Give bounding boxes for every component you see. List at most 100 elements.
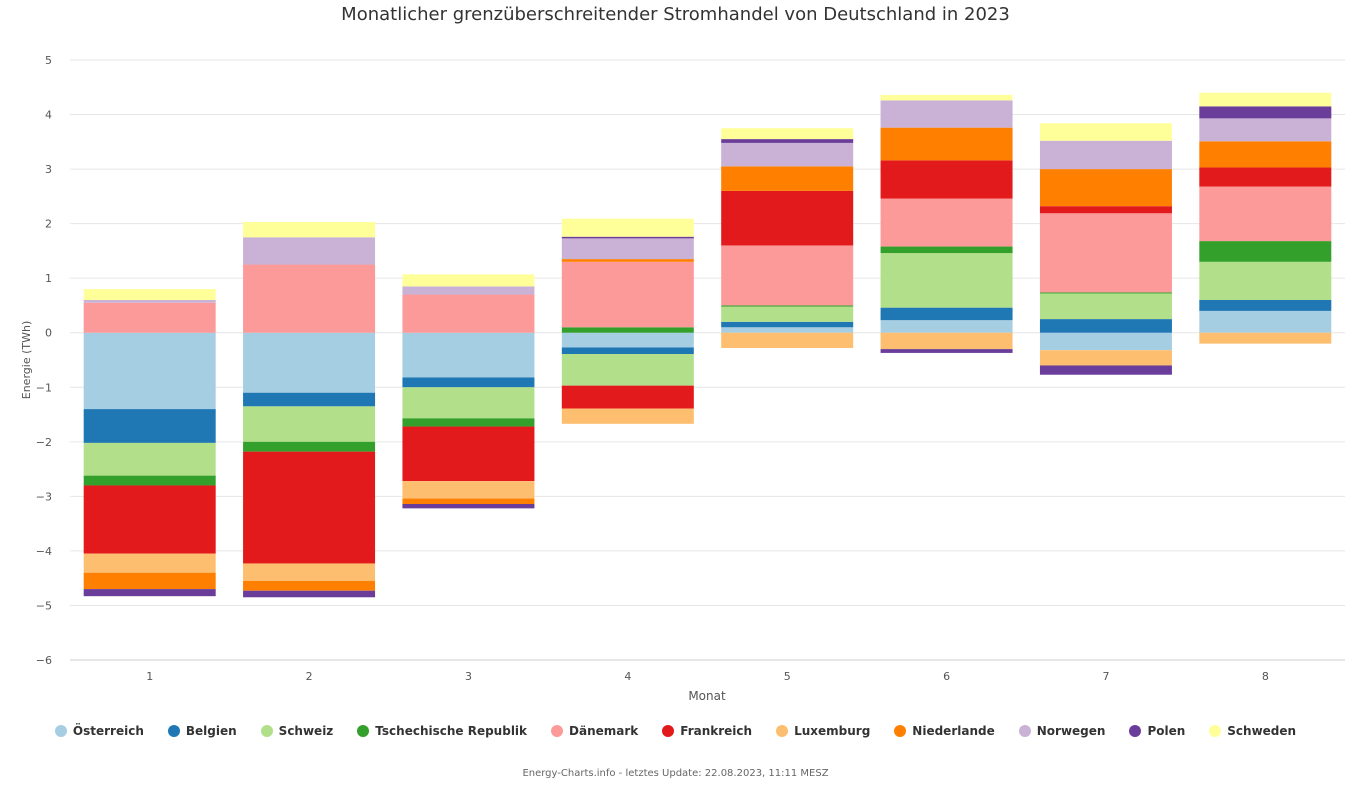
legend-item[interactable]: Frankreich [662, 724, 752, 738]
bar-segment[interactable]: Niederlande: -0.1 [402, 498, 535, 504]
legend-item[interactable]: Tschechische Republik [357, 724, 527, 738]
bar-segment[interactable]: Polen: -0.08 [402, 504, 535, 509]
bar-segment[interactable]: Niederlande: 0.48 [1199, 141, 1332, 168]
bar-segment[interactable]: Dänemark: 0.88 [880, 198, 1013, 247]
bar-segment[interactable]: Schweiz: -0.58 [561, 354, 694, 386]
bar-segment[interactable]: Polen: 0.03 [561, 236, 694, 239]
bar-segment[interactable]: Niederlande: -0.3 [83, 572, 216, 590]
bar-segment[interactable]: Dänemark: 1.45 [1039, 213, 1172, 293]
bar-segment[interactable]: Frankreich: -1 [402, 426, 535, 482]
legend-item[interactable]: Belgien [167, 724, 237, 738]
bar-segment[interactable]: Tschechische Republik: 0.1 [561, 327, 694, 333]
bar-segment[interactable]: Dänemark: 1.2 [561, 261, 694, 328]
bar-segment[interactable]: Tschechische Republik: -0.15 [402, 418, 535, 427]
bar-segment[interactable]: Frankreich: 0.35 [1199, 167, 1332, 187]
bar-segment[interactable]: Luxemburg: -0.28 [561, 408, 694, 424]
bar-segment[interactable]: Frankreich: -2.05 [243, 451, 376, 564]
bar-segment[interactable]: Schweiz: -0.57 [402, 387, 535, 419]
bar-segment[interactable]: Niederlande: 0.45 [721, 166, 854, 191]
bar-segment[interactable]: Schweden: 0.32 [1039, 123, 1172, 141]
bar-segment[interactable]: Österreich: -0.32 [1039, 332, 1172, 351]
bar-segment[interactable]: Tschechische Republik: -0.18 [83, 475, 216, 486]
bar-segment[interactable]: Österreich: 0.4 [1199, 310, 1332, 333]
legend-item[interactable]: Polen [1129, 724, 1185, 738]
bar-segment[interactable]: Polen: -0.13 [83, 589, 216, 597]
bar-segment[interactable]: Schweiz: 1 [880, 253, 1013, 308]
bar-segment[interactable]: Norwegen: 0.43 [721, 142, 854, 167]
bar-segment[interactable]: Norwegen: 0.15 [402, 286, 535, 295]
bar-segment[interactable]: Luxemburg: -0.28 [1039, 350, 1172, 366]
bar-segment[interactable]: Dänemark: 1.1 [721, 245, 854, 306]
bar-segment[interactable]: Belgien: -0.18 [402, 377, 535, 388]
legend-item[interactable]: Luxemburg [776, 724, 870, 738]
bar-segment[interactable]: Österreich: -0.27 [561, 332, 694, 348]
bar-segment[interactable]: Luxemburg: -0.28 [721, 332, 854, 348]
bar-segment[interactable]: Belgien: 0.2 [1199, 300, 1332, 311]
bar-segment[interactable]: Schweden: 0.25 [1199, 92, 1332, 107]
bar-segment[interactable]: Schweiz: 0.28 [721, 306, 854, 322]
legend-item[interactable]: Dänemark [551, 724, 638, 738]
bar-segment[interactable]: Dänemark: 0.7 [402, 294, 535, 333]
legend-item[interactable]: Norwegen [1018, 724, 1105, 738]
bar-segment[interactable]: Luxemburg: -0.35 [83, 553, 216, 573]
bar-segment[interactable]: Polen: 0.22 [1199, 106, 1332, 119]
bar-segment[interactable]: Dänemark: 0.55 [83, 302, 216, 333]
bar-segment[interactable]: Niederlande: 0.6 [880, 127, 1013, 161]
bar-segment[interactable]: Norwegen: 0.5 [243, 237, 376, 265]
bar-segment[interactable]: Schweden: 0.2 [721, 128, 854, 140]
bar-segment[interactable]: Norwegen: 0.05 [83, 300, 216, 303]
bar-segment[interactable]: Norwegen: 0.52 [1039, 140, 1172, 170]
bar-segment[interactable]: Luxemburg: -0.3 [880, 332, 1013, 350]
bar-segment[interactable]: Schweden: 0.2 [83, 289, 216, 300]
bar-segment[interactable]: Schweiz: 0.47 [1039, 293, 1172, 320]
bar-segment[interactable]: Luxemburg: -0.32 [243, 563, 376, 581]
bar-segment[interactable]: Österreich: 0.1 [721, 327, 854, 333]
bar-segment[interactable]: Luxemburg: -0.2 [1199, 332, 1332, 344]
bar-segment[interactable]: Belgien: -0.12 [561, 347, 694, 354]
bar-segment[interactable]: Österreich: 0.23 [880, 320, 1013, 333]
bar-segment[interactable]: Schweden: 0.33 [561, 218, 694, 237]
bar-segment[interactable]: Dänemark: 1 [1199, 186, 1332, 242]
bar-segment[interactable]: Österreich: -0.82 [402, 332, 535, 378]
bar-segment[interactable]: Frankreich: 1 [721, 190, 854, 246]
bar-segment[interactable]: Schweiz: -0.6 [83, 442, 216, 476]
legend-item[interactable]: Schweiz [260, 724, 333, 738]
bar-segment[interactable]: Belgien: -0.25 [243, 392, 376, 407]
bar-segment[interactable]: Polen: -0.12 [243, 590, 376, 598]
bar-segment[interactable]: Frankreich: 0.13 [1039, 206, 1172, 214]
bar-segment[interactable]: Dänemark: 1.25 [243, 264, 376, 333]
bar-segment[interactable]: Belgien: 0.1 [721, 321, 854, 328]
bar-segment[interactable]: Belgien: 0.25 [1039, 319, 1172, 333]
bar-segment[interactable]: Polen: 0.07 [721, 139, 854, 143]
bar-segment[interactable]: Schweden: 0.28 [243, 222, 376, 238]
bar-segment[interactable]: Schweiz: 0.7 [1199, 261, 1332, 300]
bar-segment[interactable]: Norwegen: 0.5 [880, 100, 1013, 128]
bar-segment[interactable]: Schweden: 0.22 [402, 274, 535, 287]
bar-segment[interactable]: Norwegen: 0.42 [1199, 118, 1332, 142]
bar-segment[interactable]: Frankreich: 0.7 [880, 160, 1013, 199]
legend-item[interactable]: Österreich [54, 724, 144, 738]
bar-segment[interactable]: Österreich: -1.4 [83, 332, 216, 410]
bar-segment[interactable]: Niederlande: 0.68 [1039, 169, 1172, 207]
legend-item[interactable]: Niederlande [894, 724, 995, 738]
bar-segment[interactable]: Belgien: 0.23 [880, 307, 1013, 321]
bar-segment[interactable]: Norwegen: 0.38 [561, 238, 694, 260]
bar-segment[interactable]: Tschechische Republik: 0.12 [880, 246, 1013, 254]
legend-item[interactable]: Schweden [1209, 724, 1296, 738]
bar-segment[interactable]: Österreich: -1.1 [243, 332, 376, 393]
bar-segment[interactable]: Tschechische Republik: 0.02 [1039, 292, 1172, 294]
bar-segment[interactable]: Tschechische Republik: 0.02 [721, 305, 854, 307]
bar-segment[interactable]: Niederlande: 0.05 [561, 259, 694, 262]
bar-segment[interactable]: Polen: -0.17 [1039, 365, 1172, 375]
bar-segment[interactable]: Luxemburg: -0.32 [402, 481, 535, 499]
bar-segment[interactable]: Tschechische Republik: -0.18 [243, 441, 376, 452]
bar-segment[interactable]: Niederlande: -0.18 [243, 580, 376, 591]
bar-segment[interactable]: Polen: -0.07 [880, 349, 1013, 353]
chart-title: Monatlicher grenzüberschreitender Stromh… [341, 4, 1010, 25]
bar-segment[interactable]: Schweden: 0.1 [880, 94, 1013, 101]
bar-segment[interactable]: Frankreich: -1.25 [83, 485, 216, 554]
bar-segment[interactable]: Tschechische Republik: 0.38 [1199, 241, 1332, 262]
bar-segment[interactable]: Belgien: -0.62 [83, 409, 216, 443]
bar-segment[interactable]: Schweiz: -0.65 [243, 406, 376, 442]
bar-segment[interactable]: Frankreich: -0.42 [561, 385, 694, 409]
